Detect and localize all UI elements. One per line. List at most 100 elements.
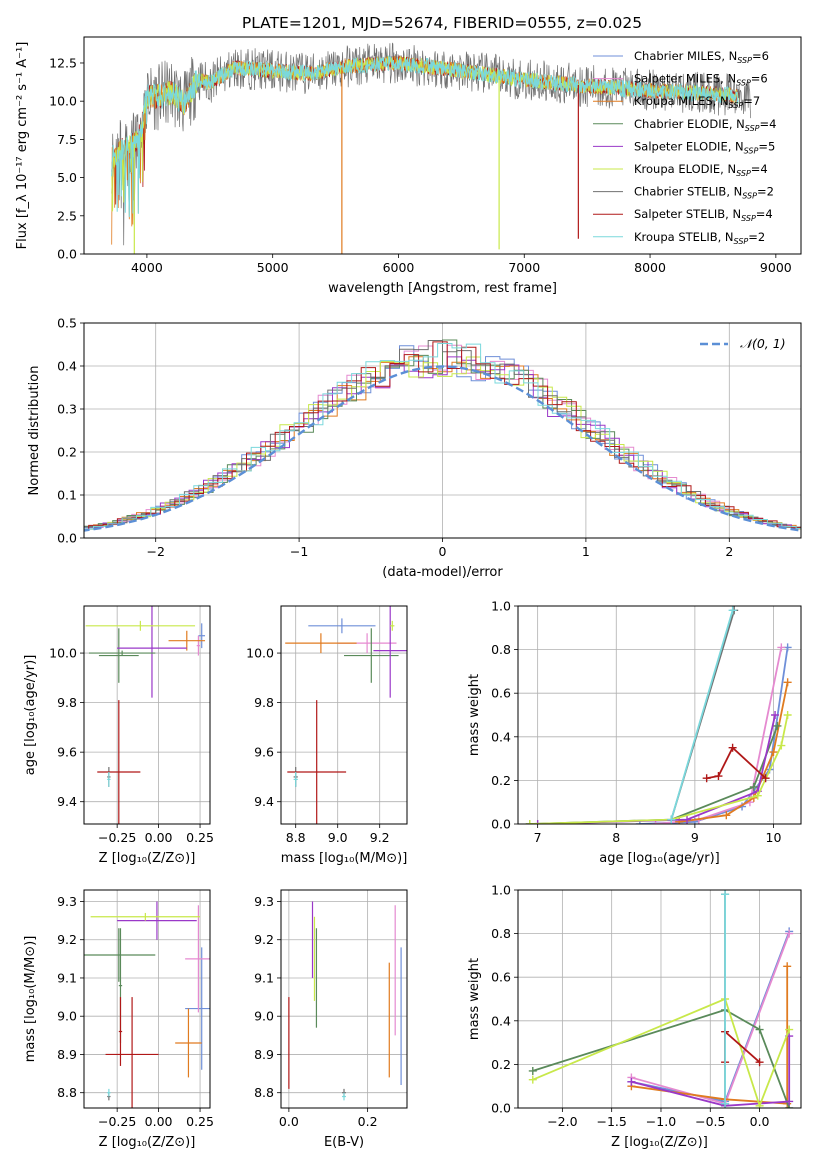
y-axis-label: mass [log₁₀(M/M⊙)]: [23, 936, 38, 1063]
y-tick-label: 7.5: [57, 132, 77, 147]
legend-subscript: SSP: [741, 214, 756, 223]
errorbar-point: [107, 1088, 111, 1097]
x-tick-label: 1: [582, 544, 590, 559]
y-tick-label: 9.3: [254, 894, 274, 909]
x-tick-label: −1: [290, 544, 308, 559]
massweight-marker: [785, 1025, 794, 1034]
axes-frame: [517, 889, 802, 1109]
y-tick-label: 0.0: [491, 817, 511, 832]
massweight-marker: [783, 711, 792, 719]
errorbar-point: [293, 771, 298, 787]
y-axis-label: age [log₁₀(age/yr)]: [23, 655, 38, 776]
massweight-line: [670, 610, 734, 820]
axes-frame: [280, 889, 408, 1109]
massweight-marker: [702, 774, 711, 783]
y-tick-label: 9.1: [57, 970, 77, 985]
legend-text: Chabrier MILES, N: [634, 49, 737, 63]
legend-tail: =2: [757, 185, 774, 199]
legend-label: Salpeter MILES, NSSP=6: [634, 72, 768, 88]
x-axis-label: Z [log₁₀(Z/Z⊙)]: [611, 1135, 708, 1150]
figure-title: PLATE=1201, MJD=52674, FIBERID=0555, z=0…: [242, 14, 642, 32]
errorbar-series: [84, 901, 210, 1108]
x-tick-label: 0.2: [358, 1114, 378, 1129]
errorbar-point: [107, 771, 111, 787]
massweight-vs-age-panel: 7 8 9 10 0.0 0.2 0.4 0.6 0.8 1.0 age [log₁₀(age/yr…: [467, 599, 802, 866]
y-tick-label: 0.4: [491, 729, 511, 744]
y-tick-label: 1.0: [491, 599, 511, 614]
histogram-step: [84, 340, 801, 531]
legend-tail: =6: [751, 72, 768, 86]
x-tick-label: 0.0: [279, 1114, 299, 1129]
x-axis-label: Z [log₁₀(Z/Z⊙)]: [99, 851, 196, 866]
massweight-marker: [777, 741, 786, 750]
legend-subscript: SSP: [744, 146, 759, 155]
legend-text: Chabrier STELIB, N: [634, 185, 742, 199]
massweight-line: [706, 746, 767, 780]
massweight-marker: [783, 962, 792, 971]
y-tick-label: 9.0: [254, 1009, 274, 1024]
y-tick-label: 8.8: [254, 1085, 274, 1100]
legend-tail: =4: [760, 117, 777, 131]
massweight-marker: [749, 782, 758, 791]
y-tick-label: 8.9: [254, 1047, 274, 1062]
errorbar-point: [117, 606, 187, 698]
x-tick-label: 8.8: [286, 830, 306, 845]
y-axis-label: Normed distribution: [27, 366, 42, 496]
y-tick-label: 9.6: [254, 745, 274, 760]
legend-text: Salpeter ELODIE, N: [634, 139, 744, 153]
spectrum-lines: [111, 42, 752, 254]
massweight-marker: [755, 1058, 764, 1067]
errorbar-point: [344, 628, 399, 683]
legend-label: Kroupa STELIB, NSSP=2: [634, 230, 765, 246]
y-tick-label: 0.3: [57, 402, 77, 417]
errorbar-point: [175, 1008, 202, 1078]
legend-label: Kroupa MILES, NSSP=7: [634, 94, 760, 110]
errorbar-point: [88, 650, 156, 656]
errorbar-point: [98, 628, 139, 683]
legend-tail: =4: [751, 162, 768, 176]
massweight-marker: [683, 815, 692, 824]
spectrum-panel: 4000 5000 6000 7000 8000 9000 0.0 2.5 5.0 7.5 10.0…: [15, 36, 802, 296]
errorbar-point: [97, 700, 141, 824]
legend-subscript: SSP: [742, 192, 757, 201]
x-axis-label: Z [log₁₀(Z/Z⊙)]: [99, 1135, 196, 1150]
massweight-line: [655, 647, 783, 824]
mass-vs-ebv-panel: 0.0 0.2 8.8 8.9 9.0 9.1 9.2 9.3 E(B-V): [254, 889, 408, 1150]
massweight-marker: [528, 1066, 537, 1075]
y-tick-label: 0.2: [491, 1057, 511, 1072]
massweight-marker: [627, 1077, 636, 1086]
axes-frame: [83, 605, 211, 825]
y-tick-label: 9.8: [57, 695, 77, 710]
massweight-marker: [777, 643, 786, 652]
massweight-marker: [714, 772, 723, 781]
legend-text: Chabrier ELODIE, N: [634, 117, 745, 131]
y-tick-label: 9.4: [254, 794, 274, 809]
errorbar-point: [196, 635, 201, 656]
legend-label: Salpeter ELODIE, NSSP=5: [634, 139, 775, 155]
y-tick-label: 9.1: [254, 970, 274, 985]
y-axis-label: mass weight: [467, 674, 482, 756]
errorbar-series: [285, 606, 407, 824]
legend-subscript: SSP: [737, 56, 752, 65]
legend-label: Salpeter STELIB, NSSP=4: [634, 207, 773, 223]
x-tick-label: −1.0: [646, 1114, 676, 1129]
errorbar-point: [168, 630, 206, 651]
histogram-step: [84, 356, 801, 530]
massweight-series: [528, 890, 794, 1108]
x-axis-label: age [log₁₀(age/yr)]: [599, 851, 720, 866]
x-axis-label: mass [log₁₀(M/M⊙)]: [281, 851, 408, 866]
massweight-marker: [753, 791, 762, 800]
massweight-marker: [728, 606, 737, 615]
massweight-line: [529, 714, 789, 824]
x-tick-label: 8000: [634, 260, 666, 275]
legend-tail: =5: [758, 139, 775, 153]
massweight-marker: [785, 929, 794, 938]
legend-tail: =6: [752, 49, 769, 63]
errorbar-point: [105, 997, 159, 1108]
massweight-marker: [525, 820, 534, 824]
massweight-line: [529, 725, 779, 824]
x-tick-label: 6000: [383, 260, 415, 275]
x-tick-label: 0: [439, 544, 447, 559]
legend-subscript: SSP: [745, 124, 760, 133]
